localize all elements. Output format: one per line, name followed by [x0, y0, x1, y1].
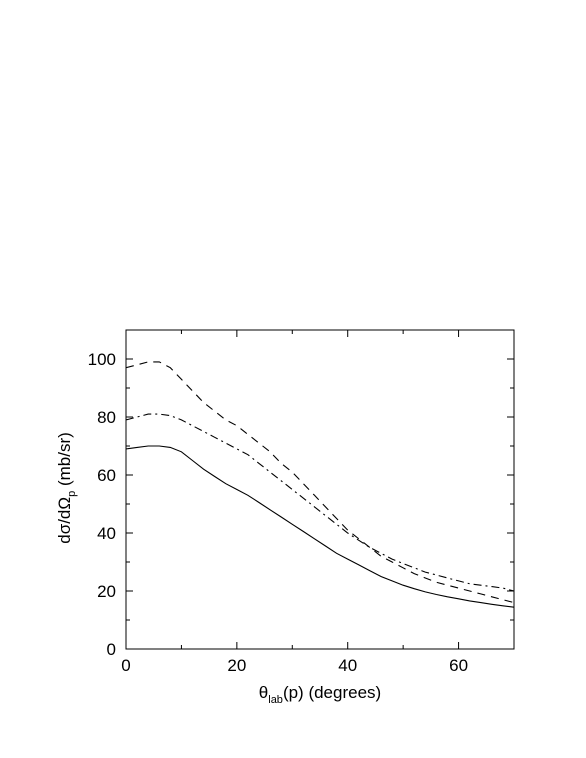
y-axis-label: dσ/dΩp (mb/sr): [55, 432, 78, 544]
y-tick-label: 60: [97, 466, 116, 485]
y-tick-label: 0: [107, 640, 116, 659]
y-tick-label: 100: [88, 350, 116, 369]
y-tick-label: 20: [97, 582, 116, 601]
x-axis-label-rest: (p) (degrees): [283, 683, 381, 702]
y-tick-label: 80: [97, 408, 116, 427]
y-tick-label: 40: [97, 524, 116, 543]
series-line-solid: [125, 445, 515, 608]
ticks-group: 0 20 40 60 0 20 40 60 80 100: [88, 330, 515, 675]
x-tick-label: 40: [338, 656, 357, 675]
y-axis-label-main: dσ/dΩ: [55, 497, 74, 544]
x-tick-label: 60: [449, 656, 468, 675]
x-axis-label-main: θ: [259, 683, 268, 702]
series-line-dash-dot: [125, 413, 515, 592]
series-group: [125, 361, 515, 608]
x-tick-label: 0: [121, 656, 130, 675]
y-axis-label-sub: p: [66, 491, 78, 497]
x-tick-label: 20: [227, 656, 246, 675]
x-axis-label-sub: lab: [268, 694, 283, 706]
series-line-dashed: [125, 361, 515, 604]
plot-frame-group: [125, 329, 515, 650]
x-axis-label: θlab(p) (degrees): [259, 683, 381, 706]
y-axis-label-rest: (mb/sr): [55, 432, 74, 491]
plot-frame: [125, 329, 515, 650]
